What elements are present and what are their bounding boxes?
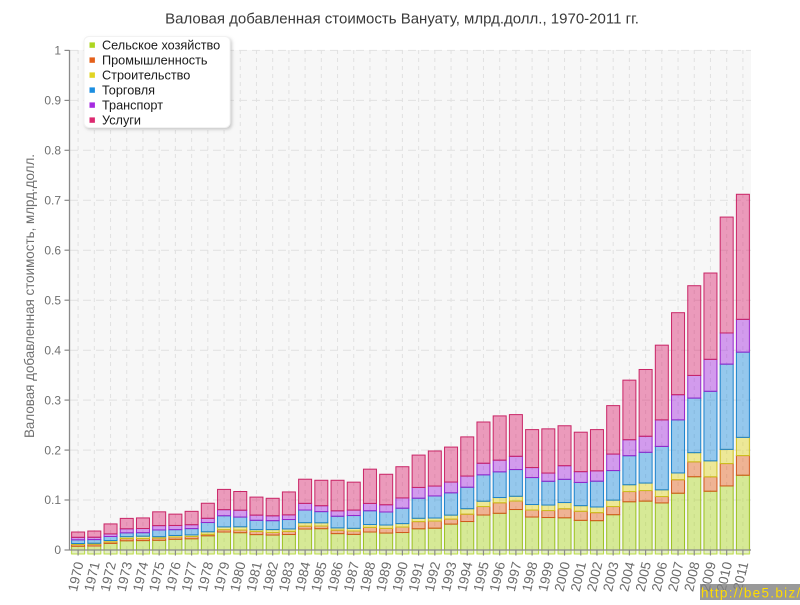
svg-text:1979: 1979 <box>211 560 232 593</box>
svg-text:2000: 2000 <box>552 560 573 593</box>
svg-text:1980: 1980 <box>227 560 248 593</box>
svg-text:2005: 2005 <box>633 560 654 593</box>
svg-text:2002: 2002 <box>584 560 605 593</box>
svg-text:1996: 1996 <box>487 560 508 593</box>
svg-text:1999: 1999 <box>535 560 556 593</box>
svg-text:1993: 1993 <box>438 560 459 593</box>
svg-text:Строительство: Строительство <box>102 68 190 82</box>
svg-text:http://be5.biz/: http://be5.biz/ <box>701 585 800 600</box>
svg-text:Услуги: Услуги <box>102 113 141 127</box>
svg-text:1988: 1988 <box>357 560 378 593</box>
svg-text:1990: 1990 <box>389 560 410 593</box>
svg-text:1: 1 <box>54 44 61 58</box>
svg-text:1994: 1994 <box>454 560 475 593</box>
svg-text:2008: 2008 <box>681 560 702 593</box>
svg-text:Промышленность: Промышленность <box>102 53 208 67</box>
svg-text:0.9: 0.9 <box>44 94 61 108</box>
svg-text:1978: 1978 <box>195 560 216 593</box>
svg-text:2007: 2007 <box>665 560 686 593</box>
svg-text:0.7: 0.7 <box>44 194 61 208</box>
svg-text:1977: 1977 <box>179 560 200 593</box>
svg-text:2006: 2006 <box>649 560 670 593</box>
svg-text:0.8: 0.8 <box>44 144 61 158</box>
svg-text:2001: 2001 <box>568 560 589 593</box>
svg-text:0: 0 <box>54 543 61 557</box>
svg-text:1981: 1981 <box>244 560 265 593</box>
svg-text:0.1: 0.1 <box>44 493 61 507</box>
svg-text:0.5: 0.5 <box>44 293 61 307</box>
svg-text:Сельское хозяйство: Сельское хозяйство <box>102 38 220 52</box>
svg-text:1982: 1982 <box>260 560 281 593</box>
svg-text:1974: 1974 <box>130 560 151 593</box>
svg-text:1983: 1983 <box>276 560 297 593</box>
svg-text:1976: 1976 <box>162 560 183 593</box>
svg-text:1973: 1973 <box>114 560 135 593</box>
svg-text:1986: 1986 <box>325 560 346 593</box>
svg-text:1985: 1985 <box>308 560 329 593</box>
svg-text:1987: 1987 <box>341 560 362 593</box>
svg-text:1970: 1970 <box>65 560 86 593</box>
svg-text:1984: 1984 <box>292 560 313 593</box>
svg-text:0.3: 0.3 <box>44 393 61 407</box>
svg-text:1998: 1998 <box>519 560 540 593</box>
svg-text:1989: 1989 <box>373 560 394 593</box>
svg-text:1992: 1992 <box>422 560 443 593</box>
svg-text:0.6: 0.6 <box>44 243 61 257</box>
svg-text:Валовая добавленная стоимость,: Валовая добавленная стоимость, млрд.долл… <box>22 154 37 438</box>
svg-text:0.4: 0.4 <box>44 343 61 357</box>
svg-text:Торговля: Торговля <box>102 83 155 97</box>
svg-text:1995: 1995 <box>471 560 492 593</box>
svg-text:Валовая добавленная стоимость: Валовая добавленная стоимость Вануату, м… <box>165 11 639 28</box>
svg-text:2003: 2003 <box>600 560 621 593</box>
svg-text:1971: 1971 <box>81 560 102 593</box>
svg-text:Транспорт: Транспорт <box>102 98 163 112</box>
svg-text:1991: 1991 <box>406 560 427 593</box>
svg-text:1972: 1972 <box>98 560 119 593</box>
svg-text:2004: 2004 <box>616 560 637 593</box>
svg-text:1997: 1997 <box>503 560 524 593</box>
svg-text:1975: 1975 <box>146 560 167 593</box>
svg-text:0.2: 0.2 <box>44 443 61 457</box>
